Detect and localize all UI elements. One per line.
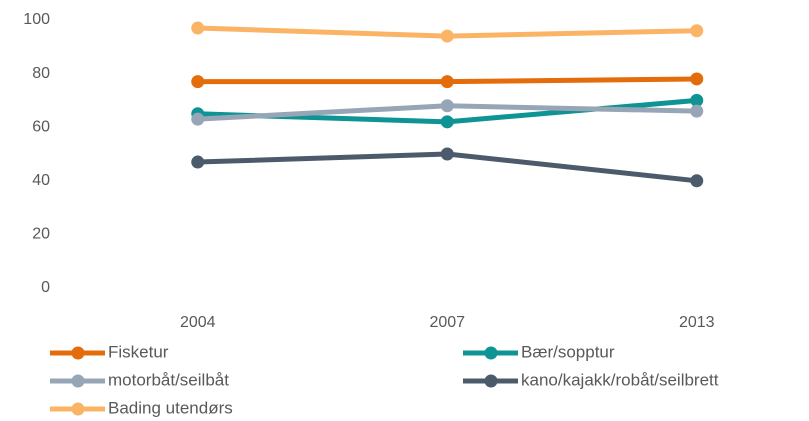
legend-label: kano/kajakk/robåt/seilbrett xyxy=(521,370,719,389)
y-tick-label: 0 xyxy=(41,279,50,296)
y-tick-label: 20 xyxy=(32,226,50,243)
legend-marker xyxy=(71,402,85,416)
y-tick-label: 100 xyxy=(23,11,50,28)
data-point xyxy=(690,93,704,107)
data-point xyxy=(191,75,205,89)
data-point xyxy=(191,21,205,35)
y-tick-label: 60 xyxy=(32,118,50,135)
x-tick-label: 2004 xyxy=(180,314,216,331)
data-point xyxy=(440,75,454,89)
data-point xyxy=(440,99,454,113)
x-tick-label: 2013 xyxy=(679,314,715,331)
legend-label: Bær/sopptur xyxy=(521,342,615,361)
data-point xyxy=(440,115,454,129)
data-point xyxy=(191,112,205,126)
data-point xyxy=(440,147,454,161)
legend-marker xyxy=(484,346,498,360)
legend-label: Fisketur xyxy=(108,342,169,361)
data-point xyxy=(191,155,205,169)
legend-label: Bading utendørs xyxy=(108,398,233,417)
y-tick-label: 40 xyxy=(32,172,50,189)
data-point xyxy=(440,29,454,43)
legend-label: motorbåt/seilbåt xyxy=(108,370,229,389)
legend-marker xyxy=(484,374,498,388)
data-point xyxy=(690,72,704,86)
x-tick-label: 2007 xyxy=(429,314,465,331)
legend-marker xyxy=(71,346,85,360)
data-point xyxy=(690,104,704,118)
legend-marker xyxy=(71,374,85,388)
y-tick-label: 80 xyxy=(32,65,50,82)
data-point xyxy=(690,174,704,188)
data-point xyxy=(690,24,704,38)
